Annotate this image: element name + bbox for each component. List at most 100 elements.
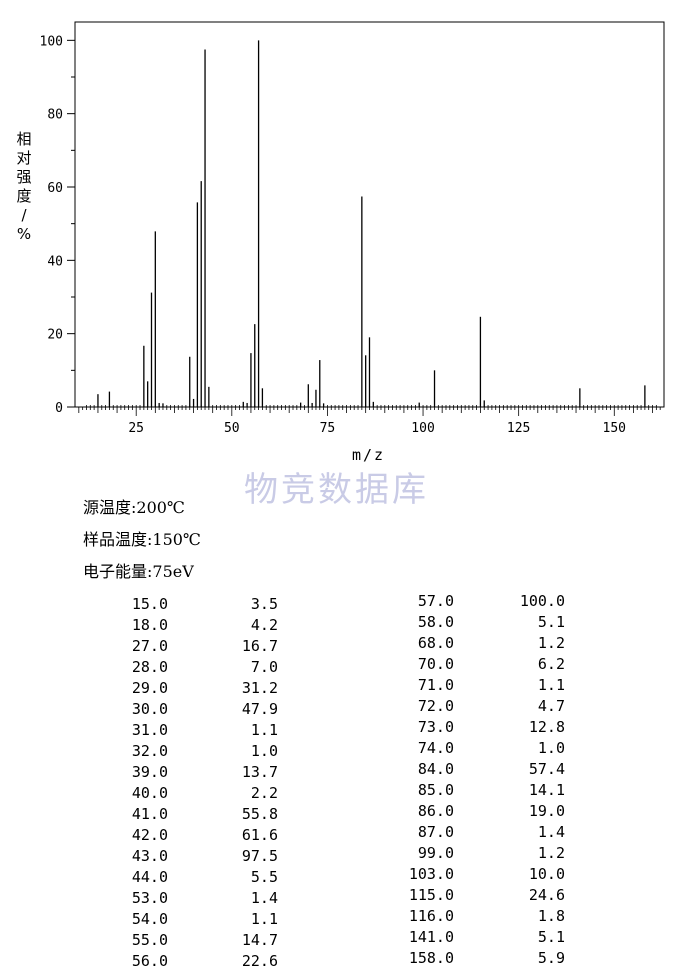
table-row: 103.0 10.0 xyxy=(300,864,600,885)
intensity-value: 1.0 xyxy=(537,739,565,757)
table-row: 141.0 5.1 xyxy=(300,927,600,948)
mz-value: 86.0 xyxy=(417,802,454,820)
intensity-value: 61.6 xyxy=(241,826,278,844)
mass-spectrum-chart: 0 20 40 60 80 100 25 50 75 100 125 150 xyxy=(40,21,665,436)
mz-value: 43.0 xyxy=(131,847,168,865)
intensity-value: 1.1 xyxy=(250,721,278,739)
intensity-value: 24.6 xyxy=(528,886,565,904)
mz-value: 71.0 xyxy=(417,676,454,694)
table-row: 56.0 22.6 xyxy=(0,951,300,972)
x-tick-label: 125 xyxy=(507,421,530,436)
table-row: 39.0 13.7 xyxy=(0,762,300,783)
intensity-value: 16.7 xyxy=(241,637,278,655)
electron-energy: 电子能量:75eV xyxy=(83,562,194,581)
mz-value: 54.0 xyxy=(131,910,168,928)
mz-value: 30.0 xyxy=(131,700,168,718)
y-tick-label: 60 xyxy=(47,181,63,196)
x-tick-label: 150 xyxy=(603,421,626,436)
table-row: 55.0 14.7 xyxy=(0,930,300,951)
table-row: 40.0 2.2 xyxy=(0,783,300,804)
intensity-value: 4.7 xyxy=(537,697,565,715)
mz-value: 68.0 xyxy=(417,634,454,652)
mz-value: 28.0 xyxy=(131,658,168,676)
table-row: 86.0 19.0 xyxy=(300,801,600,822)
intensity-value: 1.4 xyxy=(250,889,278,907)
x-tick-label: 75 xyxy=(320,421,336,436)
intensity-value: 5.1 xyxy=(537,613,565,631)
mz-value: 40.0 xyxy=(131,784,168,802)
y-axis-label-char: 度 xyxy=(16,187,32,205)
mz-value: 29.0 xyxy=(131,679,168,697)
mz-value: 18.0 xyxy=(131,616,168,634)
table-row: 57.0 100.0 xyxy=(300,591,600,612)
intensity-value: 31.2 xyxy=(241,679,278,697)
peak-bars xyxy=(97,40,646,407)
intensity-value: 1.0 xyxy=(250,742,278,760)
intensity-value: 55.8 xyxy=(241,805,278,823)
mz-value: 103.0 xyxy=(408,865,454,883)
intensity-value: 47.9 xyxy=(241,700,278,718)
mz-value: 74.0 xyxy=(417,739,454,757)
mz-value: 55.0 xyxy=(131,931,168,949)
y-tick-label: 100 xyxy=(40,34,63,49)
table-row: 41.0 55.8 xyxy=(0,804,300,825)
mz-value: 42.0 xyxy=(131,826,168,844)
peak-table-left: 15.0 3.5 18.0 4.2 27.0 16.7 28.0 7.0 29.0 31.2 30.… xyxy=(0,594,300,972)
mz-value: 158.0 xyxy=(408,949,454,967)
y-axis-label-char: 对 xyxy=(16,149,32,167)
table-row: 99.0 1.2 xyxy=(300,843,600,864)
intensity-value: 1.8 xyxy=(537,907,565,925)
mz-value: 44.0 xyxy=(131,868,168,886)
x-axis-label: m/z xyxy=(352,446,386,464)
mz-value: 116.0 xyxy=(408,907,454,925)
mz-value: 58.0 xyxy=(417,613,454,631)
table-row: 58.0 5.1 xyxy=(300,612,600,633)
y-axis-label-char: 相 xyxy=(16,130,32,148)
intensity-value: 100.0 xyxy=(519,592,565,610)
intensity-value: 19.0 xyxy=(528,802,565,820)
table-row: 43.0 97.5 xyxy=(0,846,300,867)
mz-value: 99.0 xyxy=(417,844,454,862)
y-axis-label-char: / xyxy=(21,206,27,224)
source-temperature: 源温度:200℃ xyxy=(83,498,185,517)
table-row: 15.0 3.5 xyxy=(0,594,300,615)
table-row: 73.0 12.8 xyxy=(300,717,600,738)
intensity-value: 97.5 xyxy=(241,847,278,865)
table-row: 54.0 1.1 xyxy=(0,909,300,930)
mz-value: 73.0 xyxy=(417,718,454,736)
mz-value: 57.0 xyxy=(417,592,454,610)
table-row: 115.0 24.6 xyxy=(300,885,600,906)
table-row: 68.0 1.2 xyxy=(300,633,600,654)
mz-value: 84.0 xyxy=(417,760,454,778)
y-tick-label: 20 xyxy=(47,328,63,343)
intensity-value: 6.2 xyxy=(537,655,565,673)
intensity-value: 5.9 xyxy=(537,949,565,967)
y-axis: 0 20 40 60 80 100 xyxy=(40,34,75,416)
table-row: 70.0 6.2 xyxy=(300,654,600,675)
peak-table-right: 57.0 100.0 58.0 5.1 68.0 1.2 70.0 6.2 71.0 1.1 72.… xyxy=(300,591,600,969)
table-row: 158.0 5.9 xyxy=(300,948,600,969)
intensity-value: 22.6 xyxy=(241,952,278,970)
intensity-value: 1.1 xyxy=(537,676,565,694)
intensity-value: 1.2 xyxy=(537,844,565,862)
table-row: 84.0 57.4 xyxy=(300,759,600,780)
mz-value: 27.0 xyxy=(131,637,168,655)
mz-value: 15.0 xyxy=(131,595,168,613)
mz-value: 70.0 xyxy=(417,655,454,673)
intensity-value: 5.5 xyxy=(250,868,278,886)
mz-value: 56.0 xyxy=(131,952,168,970)
mz-value: 31.0 xyxy=(131,721,168,739)
intensity-value: 5.1 xyxy=(537,928,565,946)
x-tick-label: 50 xyxy=(224,421,240,436)
intensity-value: 14.1 xyxy=(528,781,565,799)
mz-value: 39.0 xyxy=(131,763,168,781)
x-tick-label: 100 xyxy=(411,421,434,436)
intensity-value: 14.7 xyxy=(241,931,278,949)
intensity-value: 10.0 xyxy=(528,865,565,883)
mz-value: 141.0 xyxy=(408,928,454,946)
intensity-value: 7.0 xyxy=(250,658,278,676)
mz-value: 115.0 xyxy=(408,886,454,904)
table-row: 71.0 1.1 xyxy=(300,675,600,696)
mz-value: 72.0 xyxy=(417,697,454,715)
intensity-value: 1.1 xyxy=(250,910,278,928)
